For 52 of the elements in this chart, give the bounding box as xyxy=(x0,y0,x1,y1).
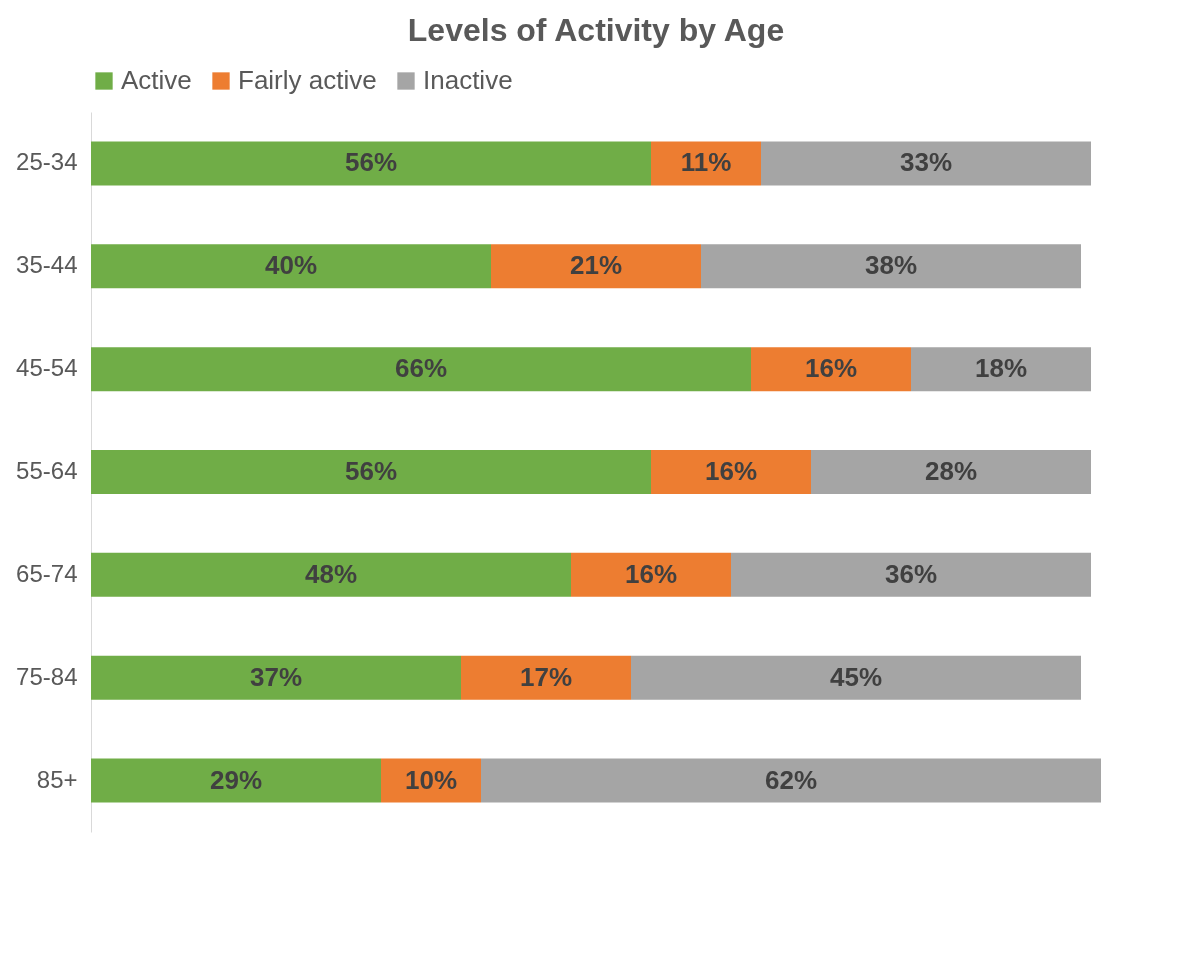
data-label: 37% xyxy=(249,661,303,692)
bar xyxy=(91,450,651,494)
bar xyxy=(461,655,631,700)
y-tick-label: 75-84 xyxy=(16,662,78,690)
data-label: 38% xyxy=(864,250,918,281)
bar xyxy=(701,244,1081,289)
data-label: 48% xyxy=(304,558,358,589)
bar xyxy=(91,758,381,803)
data-label: 16% xyxy=(804,353,858,384)
bar xyxy=(571,552,731,597)
data-label: 33% xyxy=(899,147,953,178)
bar xyxy=(911,347,1091,392)
data-label: 36% xyxy=(884,558,938,589)
data-label: 29% xyxy=(209,764,263,795)
data-label: 17% xyxy=(519,661,573,692)
bar xyxy=(811,450,1091,494)
y-tick-label: 25-34 xyxy=(16,148,78,176)
data-label: 18% xyxy=(974,353,1028,384)
y-tick-label: 45-54 xyxy=(16,354,78,382)
legend-label: Inactive xyxy=(423,65,513,95)
data-label: 28% xyxy=(924,456,978,486)
data-label: 16% xyxy=(624,558,678,589)
data-label: 16% xyxy=(704,456,758,486)
y-tick-label: 65-74 xyxy=(16,559,78,587)
bar xyxy=(761,141,1091,186)
chart-title: Levels of Activity by Age xyxy=(407,12,785,48)
bar xyxy=(651,450,811,494)
y-tick-label: 55-64 xyxy=(16,457,78,484)
data-label: 66% xyxy=(394,353,448,384)
bar xyxy=(91,552,571,597)
bar xyxy=(491,244,701,289)
bar xyxy=(751,347,911,392)
bar xyxy=(91,347,751,392)
data-label: 11% xyxy=(680,147,732,178)
bar xyxy=(731,552,1091,597)
data-label: 56% xyxy=(344,456,398,486)
data-label: 62% xyxy=(764,764,818,795)
bar xyxy=(651,141,761,186)
y-tick-label: 85+ xyxy=(36,765,78,793)
bar xyxy=(631,655,1081,700)
bar xyxy=(91,244,491,289)
data-label: 21% xyxy=(569,250,623,281)
bar xyxy=(91,141,651,186)
legend-label: Fairly active xyxy=(238,65,377,95)
data-label: 10% xyxy=(404,764,458,795)
y-tick-label: 35-44 xyxy=(16,251,78,279)
bar xyxy=(91,655,461,700)
data-label: 40% xyxy=(264,250,318,281)
bar xyxy=(481,758,1101,803)
legend-label: Active xyxy=(121,65,192,95)
data-label: 45% xyxy=(829,661,883,692)
data-label: 56% xyxy=(344,147,398,178)
